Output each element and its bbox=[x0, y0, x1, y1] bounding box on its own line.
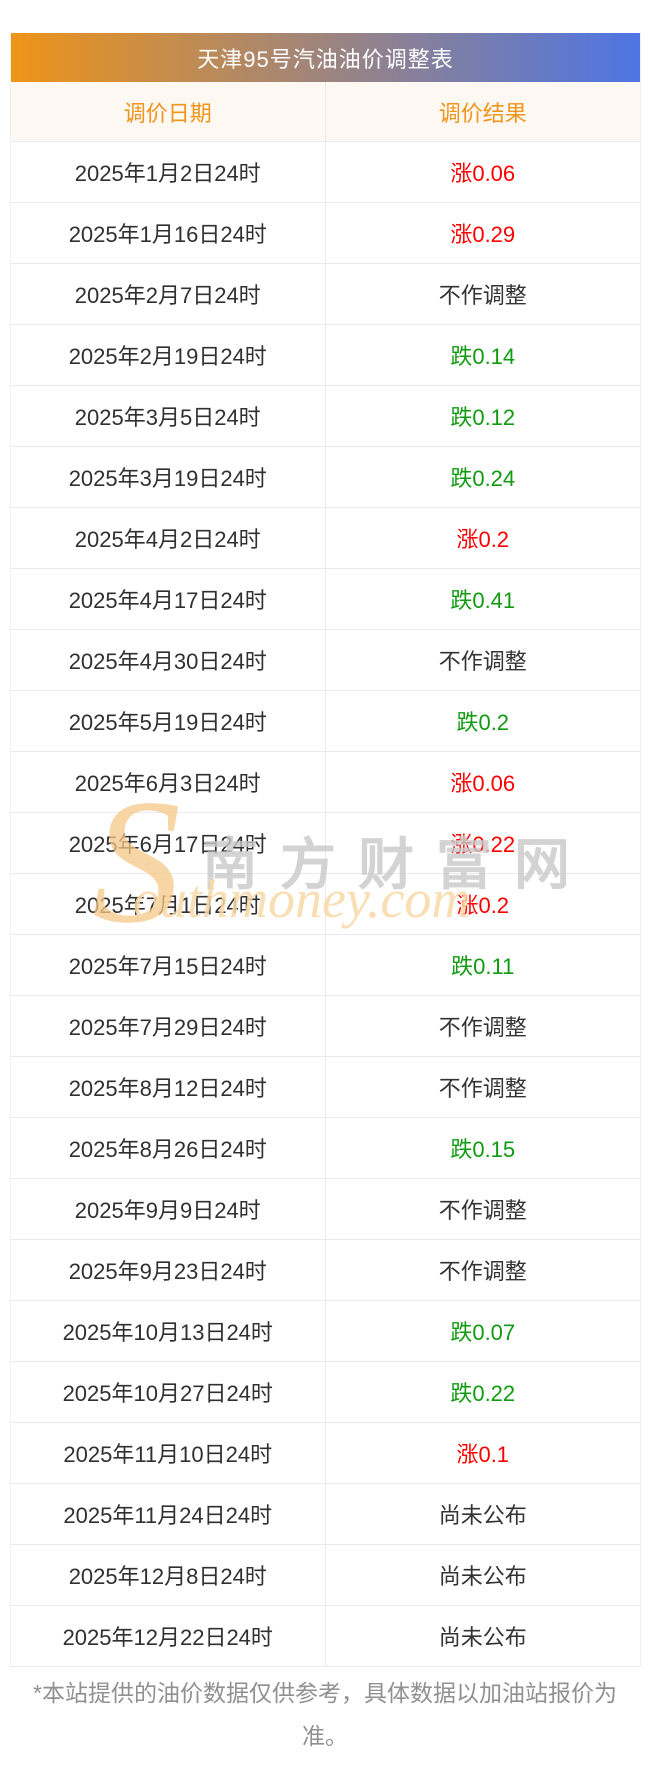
adjustment-date: 2025年3月5日24时 bbox=[11, 386, 326, 446]
adjustment-date: 2025年7月29日24时 bbox=[11, 996, 326, 1056]
column-header-result: 调价结果 bbox=[438, 100, 527, 126]
adjustment-date: 2025年8月12日24时 bbox=[11, 1057, 326, 1117]
table-row: 2025年9月9日24时 不作调整 bbox=[11, 1179, 640, 1240]
adjustment-result: 不作调整 bbox=[438, 1259, 527, 1284]
adjustment-result: 跌0.41 bbox=[450, 588, 516, 613]
adjustment-result: 不作调整 bbox=[438, 283, 527, 308]
adjustment-date: 2025年11月24日24时 bbox=[11, 1484, 326, 1544]
table-row: 2025年7月15日24时 跌0.11 bbox=[11, 935, 640, 996]
table-row: 2025年4月17日24时 跌0.41 bbox=[11, 569, 640, 630]
table-title: 天津95号汽油油价调整表 bbox=[197, 46, 454, 72]
table-row: 2025年10月27日24时 跌0.22 bbox=[11, 1362, 640, 1423]
table-row: 2025年1月16日24时 涨0.29 bbox=[11, 203, 640, 264]
adjustment-date: 2025年10月13日24时 bbox=[11, 1301, 326, 1361]
adjustment-result: 跌0.07 bbox=[450, 1320, 516, 1345]
adjustment-date: 2025年9月9日24时 bbox=[11, 1179, 326, 1239]
table-row: 2025年2月19日24时 跌0.14 bbox=[11, 325, 640, 386]
adjustment-date: 2025年11月10日24时 bbox=[11, 1423, 326, 1483]
adjustment-result: 跌0.24 bbox=[450, 466, 516, 491]
table-row: 2025年8月12日24时 不作调整 bbox=[11, 1057, 640, 1118]
adjustment-date: 2025年10月27日24时 bbox=[11, 1362, 326, 1422]
adjustment-date: 2025年2月19日24时 bbox=[11, 325, 326, 385]
column-header-date: 调价日期 bbox=[11, 82, 326, 141]
adjustment-result: 涨0.29 bbox=[450, 222, 516, 247]
adjustment-result: 尚未公布 bbox=[438, 1625, 527, 1650]
table-row: 2025年9月23日24时 不作调整 bbox=[11, 1240, 640, 1301]
table-row: 2025年3月5日24时 跌0.12 bbox=[11, 386, 640, 447]
adjustment-result: 跌0.12 bbox=[450, 405, 516, 430]
table-row: 2025年8月26日24时 跌0.15 bbox=[11, 1118, 640, 1179]
adjustment-result: 不作调整 bbox=[438, 649, 527, 674]
adjustment-date: 2025年7月15日24时 bbox=[11, 935, 326, 995]
adjustment-date: 2025年4月30日24时 bbox=[11, 630, 326, 690]
table-row: 2025年12月22日24时 尚未公布 bbox=[11, 1606, 640, 1667]
adjustment-result: 尚未公布 bbox=[438, 1503, 527, 1528]
table-row: 2025年11月24日24时 尚未公布 bbox=[11, 1484, 640, 1545]
adjustment-date: 2025年4月2日24时 bbox=[11, 508, 326, 568]
adjustment-date: 2025年12月8日24时 bbox=[11, 1545, 326, 1605]
adjustment-result: 涨0.1 bbox=[456, 1442, 510, 1467]
fuel-price-table: 天津95号汽油油价调整表 调价日期 调价结果 2025年1月2日24时 涨0.0… bbox=[10, 33, 641, 1667]
table-row: 2025年5月19日24时 跌0.2 bbox=[11, 691, 640, 752]
adjustment-date: 2025年8月26日24时 bbox=[11, 1118, 326, 1178]
adjustment-date: 2025年7月1日24时 bbox=[11, 874, 326, 934]
table-header-row: 调价日期 调价结果 bbox=[11, 82, 640, 142]
disclaimer-note: *本站提供的油价数据仅供参考，具体数据以加油站报价为准。 bbox=[33, 1680, 617, 1749]
adjustment-result: 跌0.11 bbox=[451, 954, 515, 979]
adjustment-date: 2025年6月17日24时 bbox=[11, 813, 326, 873]
adjustment-date: 2025年1月16日24时 bbox=[11, 203, 326, 263]
adjustment-date: 2025年9月23日24时 bbox=[11, 1240, 326, 1300]
adjustment-date: 2025年1月2日24时 bbox=[11, 142, 326, 202]
adjustment-result: 不作调整 bbox=[438, 1076, 527, 1101]
adjustment-result: 涨0.06 bbox=[450, 161, 516, 186]
adjustment-result: 跌0.15 bbox=[450, 1137, 516, 1162]
table-row: 2025年10月13日24时 跌0.07 bbox=[11, 1301, 640, 1362]
table-title-bar: 天津95号汽油油价调整表 bbox=[11, 33, 640, 82]
adjustment-result: 涨0.06 bbox=[450, 771, 516, 796]
table-row: 2025年11月10日24时 涨0.1 bbox=[11, 1423, 640, 1484]
table-row: 2025年4月2日24时 涨0.2 bbox=[11, 508, 640, 569]
adjustment-result: 跌0.2 bbox=[456, 710, 510, 735]
adjustment-result: 不作调整 bbox=[438, 1015, 527, 1040]
table-row: 2025年6月3日24时 涨0.06 bbox=[11, 752, 640, 813]
adjustment-result: 不作调整 bbox=[438, 1198, 527, 1223]
table-row: 2025年2月7日24时 不作调整 bbox=[11, 264, 640, 325]
adjustment-date: 2025年2月7日24时 bbox=[11, 264, 326, 324]
adjustment-date: 2025年6月3日24时 bbox=[11, 752, 326, 812]
adjustment-date: 2025年3月19日24时 bbox=[11, 447, 326, 507]
adjustment-result: 涨0.2 bbox=[456, 527, 510, 552]
table-body: 2025年1月2日24时 涨0.06 2025年1月16日24时 涨0.29 2… bbox=[11, 142, 640, 1667]
adjustment-result: 涨0.22 bbox=[450, 832, 516, 857]
adjustment-date: 2025年4月17日24时 bbox=[11, 569, 326, 629]
table-row: 2025年4月30日24时 不作调整 bbox=[11, 630, 640, 691]
adjustment-result: 涨0.2 bbox=[456, 893, 510, 918]
table-row: 2025年6月17日24时 涨0.22 bbox=[11, 813, 640, 874]
adjustment-date: 2025年12月22日24时 bbox=[11, 1606, 326, 1666]
adjustment-result: 尚未公布 bbox=[438, 1564, 527, 1589]
table-row: 2025年1月2日24时 涨0.06 bbox=[11, 142, 640, 203]
adjustment-result: 跌0.14 bbox=[450, 344, 516, 369]
adjustment-result: 跌0.22 bbox=[450, 1381, 516, 1406]
table-row: 2025年12月8日24时 尚未公布 bbox=[11, 1545, 640, 1606]
table-row: 2025年7月1日24时 涨0.2 bbox=[11, 874, 640, 935]
table-row: 2025年7月29日24时 不作调整 bbox=[11, 996, 640, 1057]
adjustment-date: 2025年5月19日24时 bbox=[11, 691, 326, 751]
table-row: 2025年3月19日24时 跌0.24 bbox=[11, 447, 640, 508]
